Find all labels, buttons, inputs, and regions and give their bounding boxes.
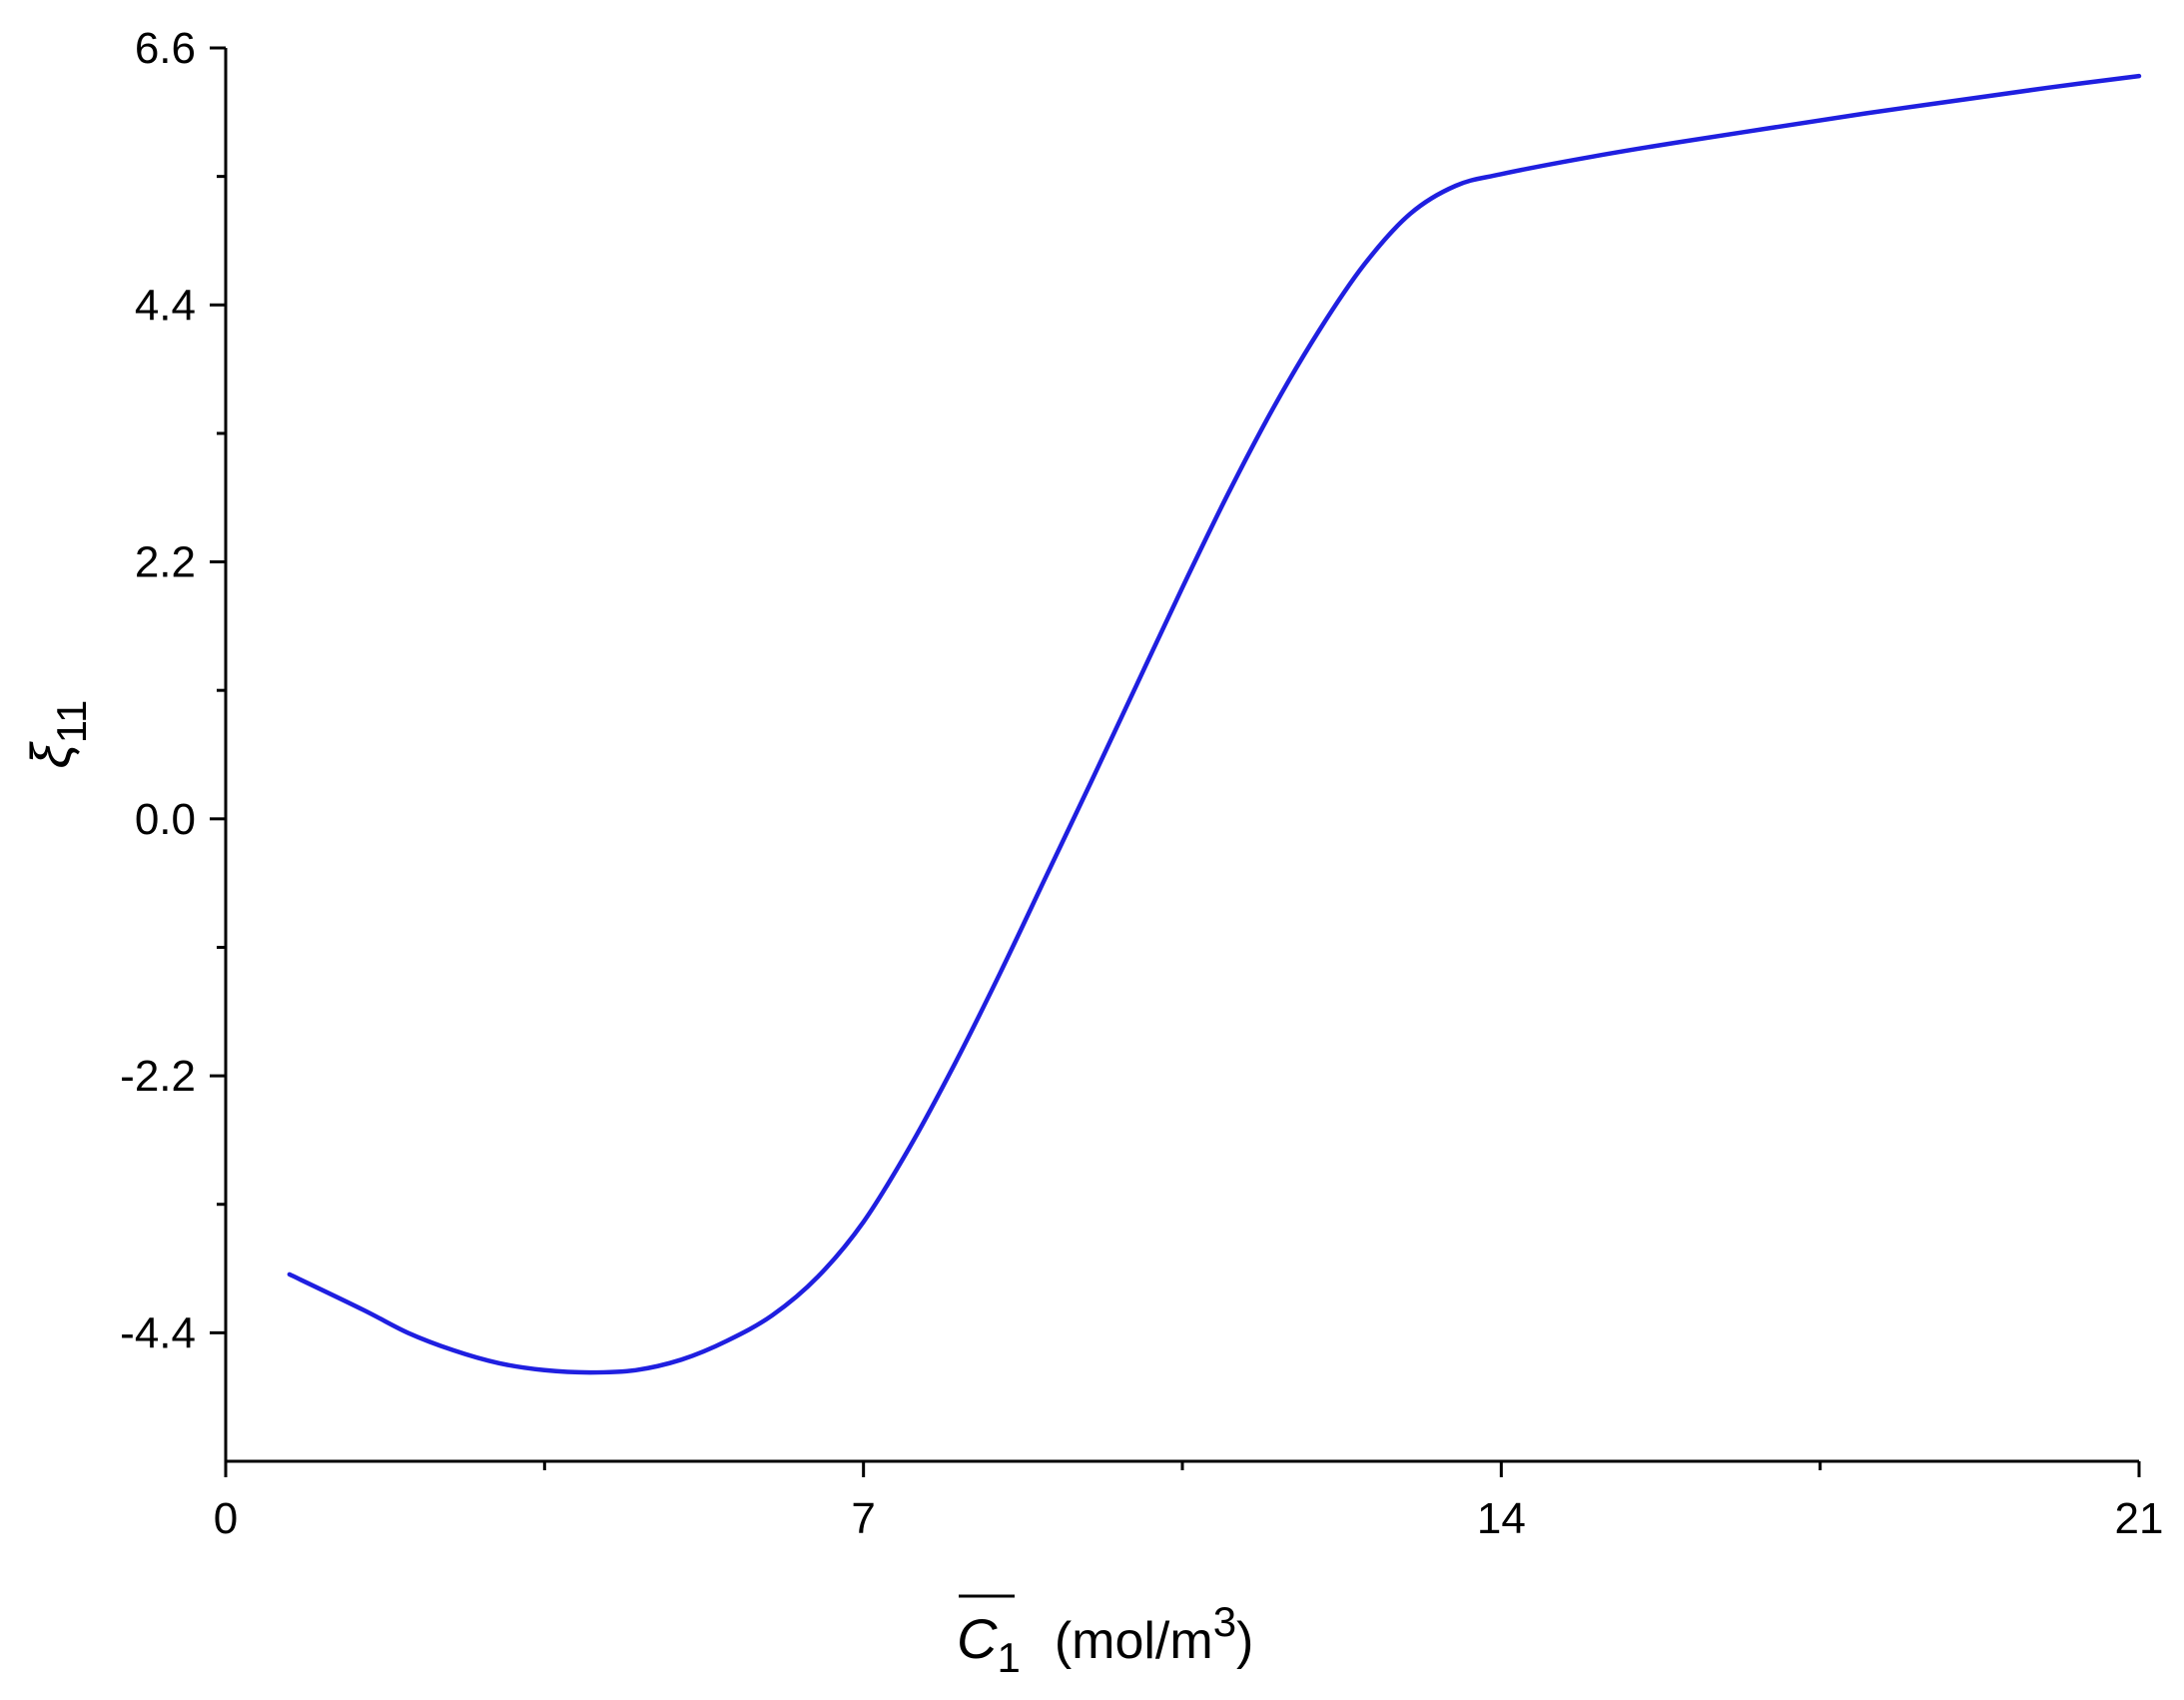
svg-text:ξ11: ξ11 bbox=[19, 700, 95, 769]
y-axis-title-symbol: ξ bbox=[19, 740, 82, 768]
x-axis-title-units-power: 3 bbox=[1213, 1598, 1236, 1645]
y-tick-label: -4.4 bbox=[120, 1308, 196, 1357]
y-axis-title: ξ11 bbox=[19, 700, 95, 769]
x-axis-title-units: (mol/m bbox=[1055, 1612, 1213, 1670]
x-axis-title-symbol: C bbox=[957, 1607, 998, 1670]
x-ticks-group: 0 7 14 21 bbox=[214, 1461, 2164, 1543]
y-tick-label: 2.2 bbox=[135, 538, 196, 587]
series-group bbox=[287, 73, 2142, 1375]
x-tick-label: 21 bbox=[2115, 1494, 2164, 1543]
x-axis-title-units-close: ) bbox=[1236, 1612, 1253, 1670]
y-ticks-group: -4.4 -2.2 0.0 2.2 4.4 6.6 bbox=[120, 24, 226, 1357]
x-tick-label: 7 bbox=[851, 1494, 875, 1543]
x-axis-title: C1 (mol/m3) bbox=[957, 1594, 1253, 1681]
y-tick-label: 6.6 bbox=[135, 24, 196, 73]
y-tick-label: 0.0 bbox=[135, 795, 196, 844]
x-tick-label: 14 bbox=[1477, 1494, 1526, 1543]
y-tick-label: 4.4 bbox=[135, 281, 196, 330]
y-tick-label: -2.2 bbox=[120, 1052, 196, 1101]
axes-group bbox=[224, 48, 2139, 1463]
series-line bbox=[287, 73, 2142, 1375]
y-axis-title-subscript: 11 bbox=[48, 700, 95, 744]
x-axis-title-subscript: 1 bbox=[997, 1634, 1020, 1681]
x-tick-label: 0 bbox=[214, 1494, 238, 1543]
svg-text:C1(mol/m3): C1 (mol/m3) bbox=[957, 1598, 1253, 1681]
